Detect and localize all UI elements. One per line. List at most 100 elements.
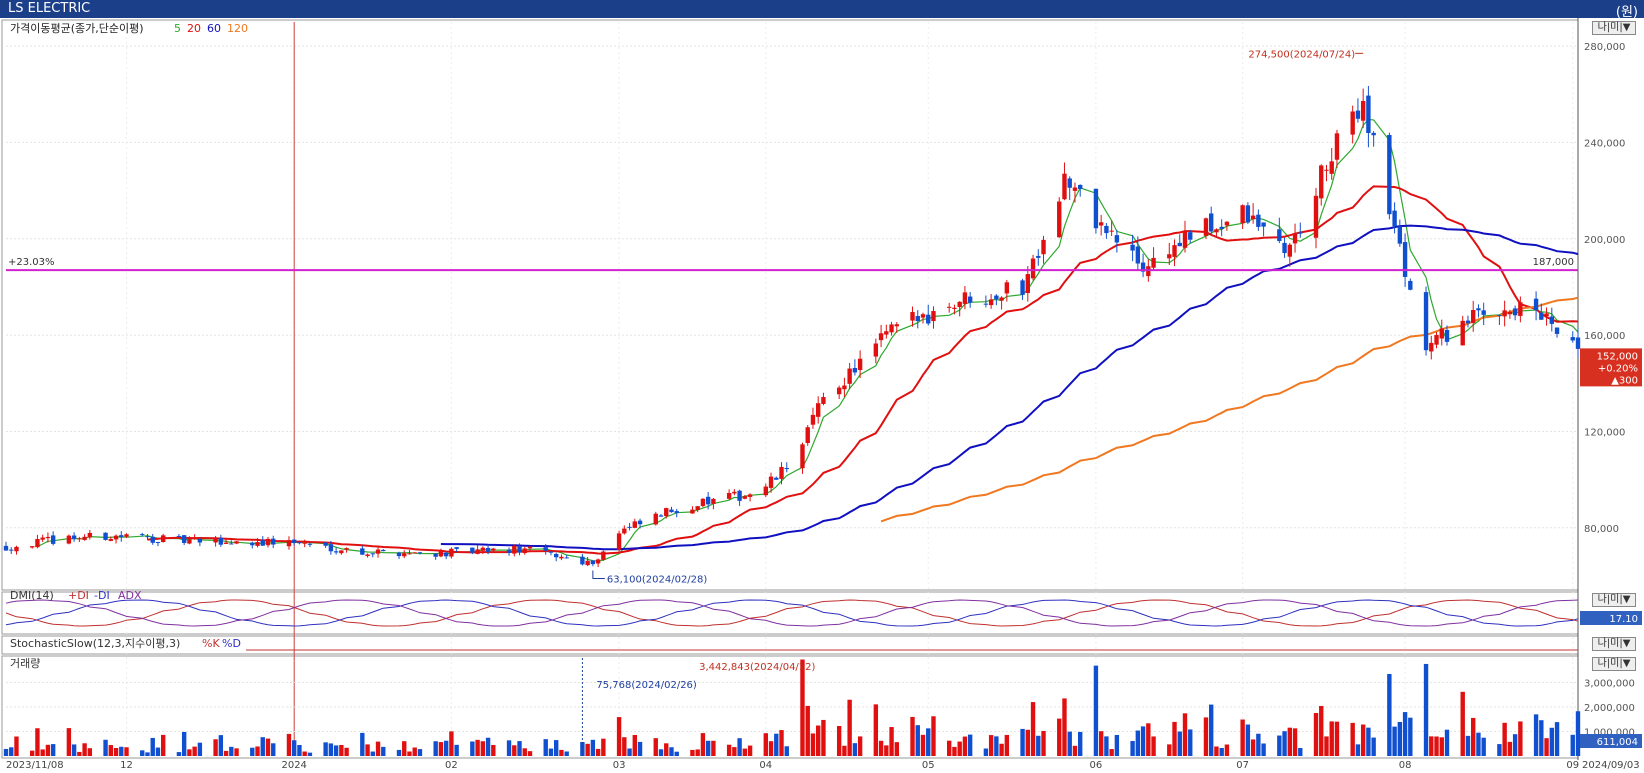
candle-body (690, 509, 695, 514)
candle-body (1497, 314, 1502, 316)
candle-body (548, 551, 554, 553)
volume-bar (433, 741, 438, 756)
candle-body (627, 526, 632, 528)
candle-body (1256, 214, 1261, 227)
unit-label: (원) (1615, 5, 1638, 20)
volume-bar (915, 725, 920, 756)
volume-bar (192, 746, 197, 756)
volume-bar (931, 716, 936, 756)
candle-body (669, 509, 674, 513)
volume-bar (983, 748, 989, 756)
volume-bar (1476, 732, 1481, 756)
candle-body (255, 542, 260, 546)
candle-body (653, 513, 658, 525)
candle-body (732, 491, 737, 494)
candle-body (1167, 254, 1172, 259)
volume-bar (77, 751, 82, 756)
volume-bar (470, 741, 475, 756)
volume-bar (1078, 731, 1083, 756)
volume-bar (894, 742, 899, 756)
volume-bar (30, 750, 35, 756)
volume-bar (1397, 721, 1403, 756)
volume-bar (616, 717, 622, 756)
volume-bar (181, 731, 187, 756)
candle-body (1104, 225, 1109, 234)
volume-tick-label: 3,000,000 (1584, 679, 1635, 690)
volume-bar (396, 749, 402, 756)
dmi-minus-di: -DI (94, 589, 110, 602)
volume-bar (548, 748, 554, 756)
volume-bar (1371, 737, 1376, 756)
volume-bar (737, 738, 742, 756)
x-tick-label: 2024 (281, 760, 306, 771)
candle-body (931, 311, 936, 322)
volume-bar (339, 744, 344, 756)
volume-bar (71, 744, 77, 756)
volume-bar (1392, 726, 1397, 756)
candle-body (1224, 221, 1230, 226)
candle-body (1507, 311, 1513, 315)
candle-body (1240, 205, 1245, 224)
reference-value-label: 187,000 (1533, 257, 1574, 268)
volume-bar (475, 739, 480, 756)
volume-bar (375, 741, 381, 756)
volume-bar (957, 741, 962, 756)
panel-controls[interactable]: 나|미|▼ (1592, 657, 1636, 671)
price-tick-label: 80,000 (1584, 524, 1619, 535)
x-tick-label: 09 (1566, 760, 1579, 771)
volume-bar (1570, 734, 1575, 756)
panel-controls[interactable]: 나|미|▼ (1592, 637, 1636, 651)
volume-bar (585, 743, 590, 756)
volume-bar (365, 744, 370, 756)
volume-tick-label: 2,000,000 (1584, 703, 1635, 714)
candle-body (1471, 310, 1476, 323)
candle-body (66, 535, 72, 544)
volume-bar (255, 746, 260, 756)
volume-bar (1292, 728, 1298, 756)
candle-body (674, 511, 679, 513)
candle-body (365, 554, 370, 557)
candle-body (1465, 320, 1471, 324)
candle-body (1371, 132, 1376, 136)
volume-bar (763, 733, 768, 756)
candle-body (1219, 226, 1224, 229)
volume-bar (1539, 720, 1544, 756)
volume-bar (1172, 721, 1177, 756)
candle-body (145, 536, 150, 538)
candle-body (1319, 165, 1324, 199)
candle-body (360, 548, 365, 555)
volume-bar (1151, 736, 1156, 756)
candle-body (517, 546, 522, 553)
volume-bar (480, 741, 486, 756)
candle-body (35, 538, 40, 548)
candle-body (779, 466, 784, 479)
candle-body (187, 539, 192, 544)
ma60-line (440, 224, 1579, 551)
candle-body (1114, 235, 1120, 243)
dmi-line (5, 599, 1579, 627)
candle-body (475, 549, 480, 554)
panel-controls[interactable]: 나|미|▼ (1592, 593, 1636, 607)
candle-body (1062, 173, 1067, 200)
volume-bar (140, 750, 145, 756)
volume-bar (884, 745, 889, 756)
candle-body (433, 553, 438, 557)
volume-bar (1182, 713, 1188, 756)
candle-body (559, 556, 564, 559)
volume-bar (307, 752, 313, 756)
candle-body (1518, 302, 1523, 316)
candle-body (543, 547, 548, 551)
volume-bar (323, 742, 328, 756)
dmi-title: DMI(14) (10, 589, 54, 602)
panel-controls[interactable]: 나|미|▼ (1592, 21, 1636, 35)
volume-bar (35, 728, 40, 756)
volume-bar (1036, 735, 1041, 756)
volume-bar (543, 739, 548, 756)
candle-body (40, 537, 45, 540)
volume-bar (1177, 731, 1182, 756)
x-tick-label: 05 (922, 760, 935, 771)
candle-body (1135, 246, 1141, 264)
candle-body (800, 444, 805, 469)
candle-body (443, 552, 449, 557)
candle-body (522, 548, 527, 554)
